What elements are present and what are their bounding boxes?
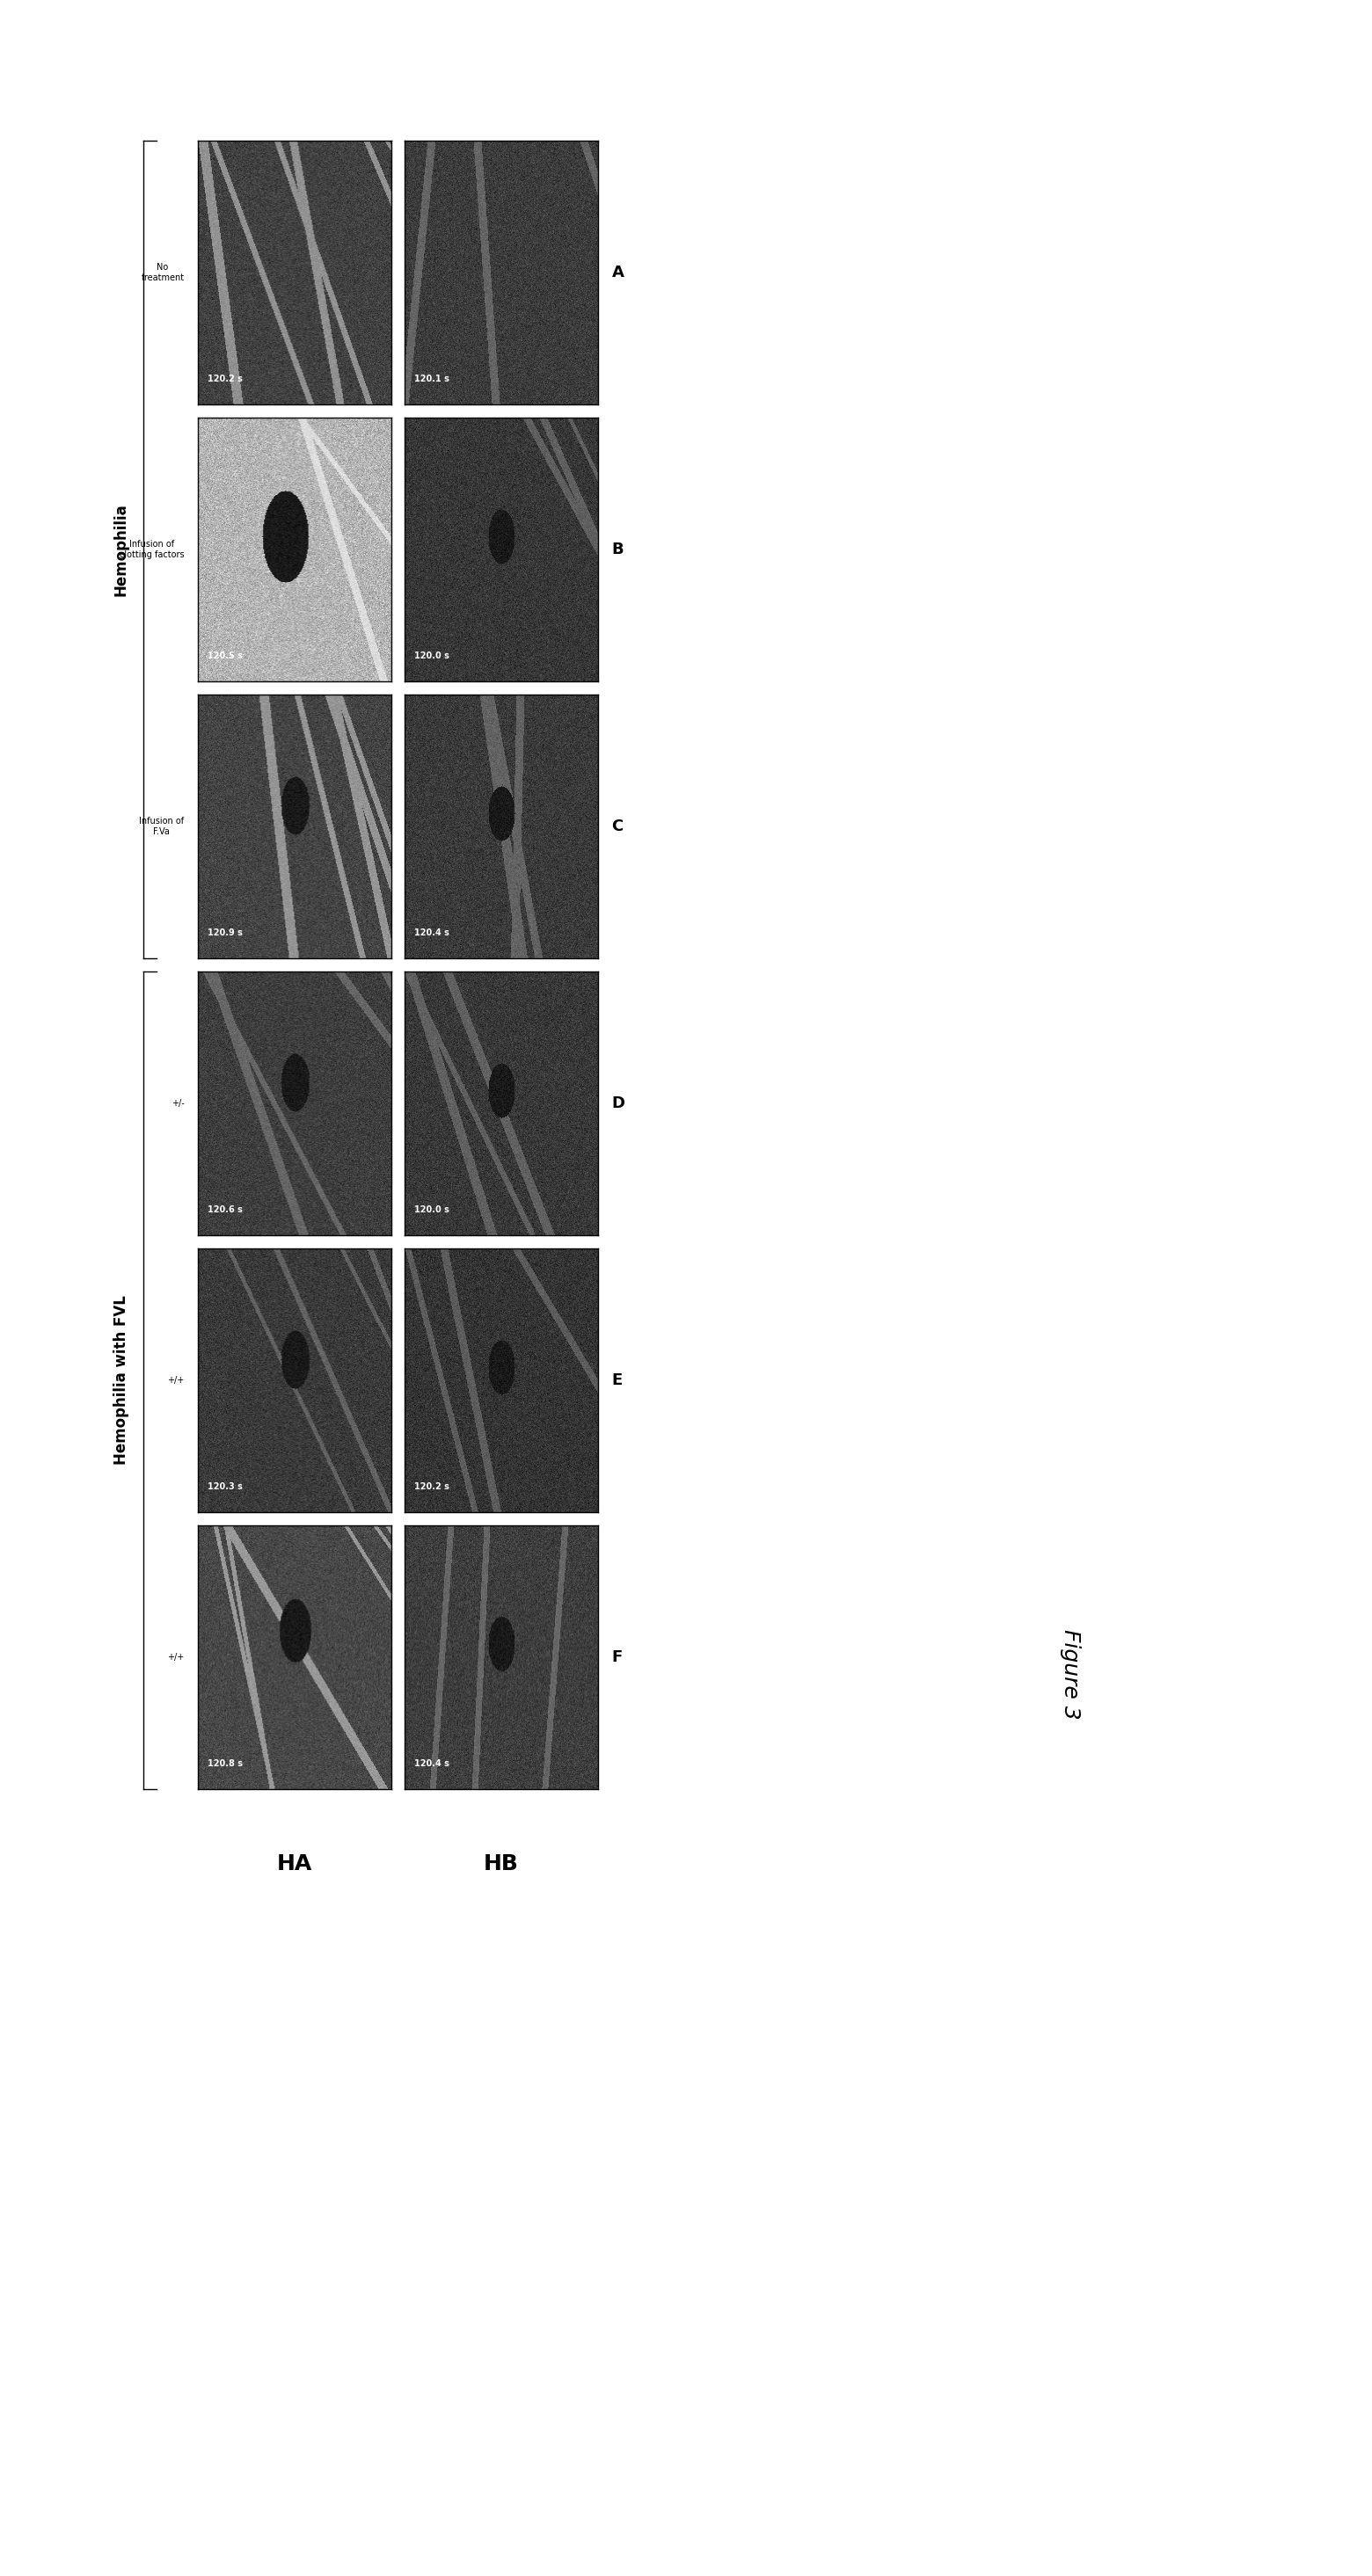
Text: F: F [612,1649,623,1664]
Text: 120.1 s: 120.1 s [414,374,449,384]
Text: 120.6 s: 120.6 s [207,1206,243,1213]
Text: +/+: +/+ [167,1654,184,1662]
Text: +/-: +/- [172,1100,184,1108]
Text: D: D [612,1095,626,1110]
Text: Hemophilia with FVL: Hemophilia with FVL [114,1296,129,1466]
Text: Infusion of
F.Va: Infusion of F.Va [139,817,184,837]
Text: B: B [612,541,624,556]
Text: C: C [612,819,623,835]
Text: 120.2 s: 120.2 s [207,374,243,384]
Text: 120.0 s: 120.0 s [414,1206,449,1213]
Text: 120.4 s: 120.4 s [414,1759,449,1767]
Text: 120.4 s: 120.4 s [414,927,449,938]
Text: 120.0 s: 120.0 s [414,652,449,659]
Text: Infusion of
clotting factors: Infusion of clotting factors [119,541,184,559]
Text: HB: HB [484,1855,519,1875]
Text: Figure 3: Figure 3 [1059,1628,1081,1721]
Text: HA: HA [277,1855,313,1875]
Text: +/+: +/+ [167,1376,184,1386]
Text: Hemophilia: Hemophilia [114,502,129,595]
Text: 120.3 s: 120.3 s [207,1481,243,1492]
Text: 120.2 s: 120.2 s [414,1481,449,1492]
Text: E: E [612,1373,623,1388]
Text: A: A [612,265,624,281]
Text: No
treatment: No treatment [141,263,184,281]
Text: 120.9 s: 120.9 s [207,927,243,938]
Text: 120.8 s: 120.8 s [207,1759,243,1767]
Text: 120.5 s: 120.5 s [207,652,243,659]
